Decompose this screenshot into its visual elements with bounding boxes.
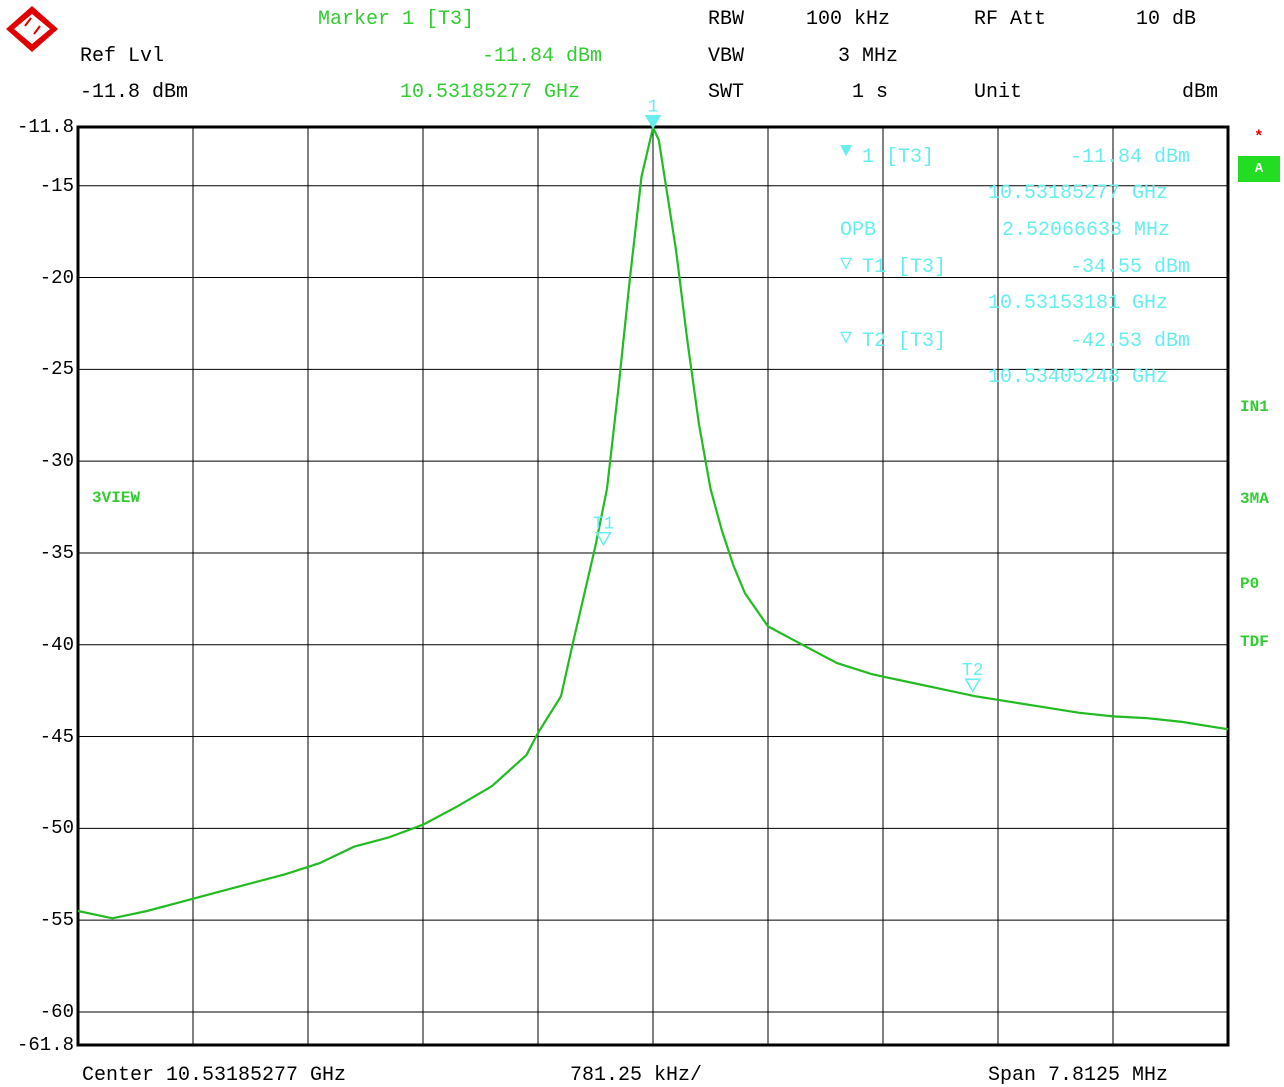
y-tick-label: -45 [39, 725, 74, 748]
marker-level: -11.84 dBm [482, 45, 603, 68]
swt-label: SWT [708, 81, 745, 104]
unit-label: Unit [974, 81, 1023, 104]
y-tick-label: -20 [39, 266, 74, 289]
marker-t2-text: T2 [962, 661, 984, 681]
marker-1-symbol-icon: ▼ [840, 140, 853, 163]
y-tick-label: -15 [39, 174, 74, 197]
star-indicator: * [1254, 128, 1264, 146]
marker-t2-triangle [964, 678, 982, 693]
rs-logo [6, 6, 58, 52]
obw-value: 2.52066633 MHz [1002, 219, 1171, 242]
swt-value: 1 s [852, 81, 889, 104]
marker-1-label: 1 [T3] [862, 146, 935, 169]
trace-a-badge: A [1238, 156, 1280, 182]
marker-1-text: 1 [648, 98, 659, 118]
y-tick-label: -25 [39, 358, 74, 381]
trace-mode-label: 3VIEW [92, 489, 141, 507]
t1-level: -34.55 dBm [1070, 256, 1191, 279]
y-tick-label: -60 [39, 1000, 74, 1023]
t2-label: T2 [T3] [862, 330, 947, 353]
t1-frequency: 10.53153181 GHz [988, 292, 1169, 315]
marker-title: Marker 1 [T3] [318, 8, 475, 31]
y-tick-label: -11.8 [16, 116, 74, 138]
marker-1-frequency: 10.53185277 GHz [988, 182, 1169, 205]
frequency-per-division: 781.25 kHz/ [570, 1064, 703, 1087]
rf-att-value: 10 dB [1136, 8, 1197, 31]
y-tick-label: -55 [39, 909, 74, 932]
y-tick-label: -35 [39, 541, 74, 564]
max-hold-label: 3MA [1240, 490, 1269, 508]
marker-t1-triangle [595, 531, 612, 547]
t2-level: -42.53 dBm [1070, 330, 1191, 353]
marker-t1-text: T1 [593, 515, 615, 535]
marker-frequency: 10.53185277 GHz [400, 81, 581, 104]
rbw-label: RBW [708, 8, 745, 31]
vbw-label: VBW [708, 45, 745, 68]
t2-symbol-icon: ▽ [840, 327, 853, 350]
y-tick-label: -61.8 [16, 1034, 74, 1056]
unit-value: dBm [1182, 81, 1219, 104]
spectrum-trace [77, 124, 1229, 920]
t2-frequency: 10.53405248 GHz [988, 366, 1169, 389]
vbw-value: 3 MHz [838, 45, 899, 68]
rf-att-label: RF Att [974, 8, 1047, 31]
y-tick-label: -50 [39, 817, 74, 840]
ref-lvl-label: Ref Lvl [80, 45, 165, 68]
center-frequency: Center 10.53185277 GHz [82, 1064, 347, 1087]
obw-label: OPB [840, 219, 877, 242]
y-tick-label: -40 [39, 633, 74, 656]
marker-1-level: -11.84 dBm [1070, 146, 1191, 169]
t1-label: T1 [T3] [862, 256, 947, 279]
input-1-label: IN1 [1240, 398, 1269, 416]
marker-1-triangle [644, 114, 662, 130]
preamp-label: P0 [1240, 575, 1260, 593]
y-tick-label: -30 [39, 450, 74, 473]
t1-symbol-icon: ▽ [840, 253, 853, 276]
transducer-label: TDF [1240, 633, 1269, 651]
ref-lvl-value: -11.8 dBm [80, 81, 189, 104]
span-frequency: Span 7.8125 MHz [988, 1064, 1169, 1087]
rbw-value: 100 kHz [806, 8, 891, 31]
